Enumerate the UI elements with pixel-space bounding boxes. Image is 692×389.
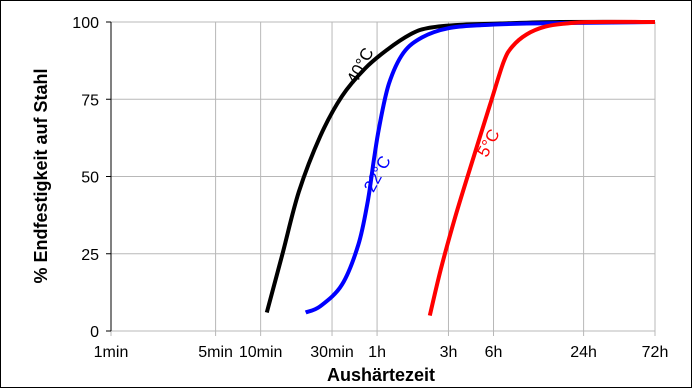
y-tick-label: 0 (90, 324, 99, 341)
x-tick-label: 72h (642, 344, 669, 361)
series-group (264, 19, 656, 317)
x-tick-label: 3h (440, 344, 458, 361)
y-tick-label: 100 (72, 15, 99, 32)
x-tick-label: 6h (485, 344, 503, 361)
series-labels: 40°C 22°C 5°C (343, 45, 504, 196)
y-tick-label: 75 (81, 92, 99, 109)
x-axis-label: Aushärtezeit (327, 365, 435, 385)
y-tick-label: 25 (81, 247, 99, 264)
x-tick-label: 24h (570, 344, 597, 361)
series-label: 40°C (343, 45, 378, 87)
x-tick-label: 1h (368, 344, 386, 361)
x-tick-label: 10min (239, 344, 283, 361)
series-label: 22°C (360, 153, 395, 195)
x-tick-label: 5min (198, 344, 233, 361)
x-tick-label: 30min (310, 344, 354, 361)
series-line (304, 20, 656, 315)
series-line (427, 19, 656, 317)
x-tick-label: 1min (94, 344, 129, 361)
series-line (264, 19, 656, 314)
axes (106, 21, 112, 332)
y-tick-label: 50 (81, 170, 99, 187)
series-label: 5°C (474, 126, 504, 160)
y-axis-label: % Endfestigkeit auf Stahl (31, 68, 51, 283)
tick-labels: 0 25 50 75 100 1min 5min 10min 30min 1h 3h 6h 24h 72h (72, 15, 668, 361)
